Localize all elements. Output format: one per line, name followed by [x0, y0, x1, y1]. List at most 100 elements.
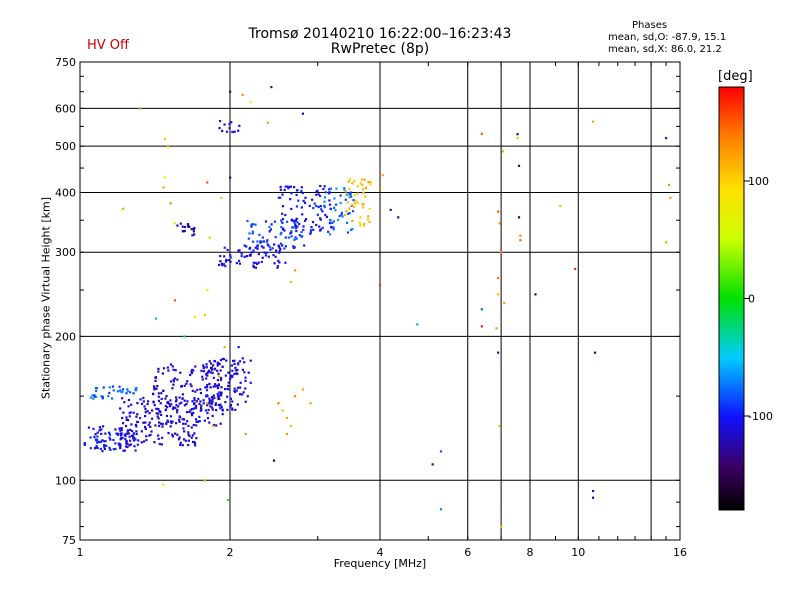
- scatter-point: [344, 198, 347, 201]
- scatter-point: [298, 222, 301, 226]
- scatter-point: [216, 386, 220, 390]
- plot-grid: [80, 62, 680, 540]
- scatter-point: [295, 237, 298, 240]
- scatter-point: [229, 176, 232, 179]
- scatter-point: [119, 432, 123, 435]
- scatter-point: [136, 443, 139, 446]
- scatter-point: [146, 400, 150, 403]
- scatter-point: [94, 389, 98, 393]
- scatter-point: [229, 375, 232, 378]
- scatter-point: [275, 249, 278, 252]
- scatter-point: [517, 164, 521, 167]
- scatter-point: [187, 444, 190, 447]
- scatter-point: [496, 210, 500, 213]
- scatter-point: [352, 199, 355, 202]
- scatter-point: [281, 228, 285, 231]
- scatter-point: [221, 409, 224, 412]
- scatter-point: [211, 406, 214, 409]
- scatter-point: [174, 369, 177, 372]
- scatter-point: [202, 366, 206, 369]
- scatter-point: [379, 187, 382, 190]
- scatter-point: [144, 415, 147, 418]
- scatter-point: [206, 411, 209, 415]
- scatter-point: [353, 194, 356, 197]
- scatter-point: [144, 421, 147, 424]
- scatter-point: [152, 400, 155, 403]
- scatter-point: [256, 240, 259, 243]
- scatter-point: [118, 385, 121, 388]
- scatter-point: [192, 423, 195, 427]
- scatter-point: [254, 246, 257, 249]
- scatter-point: [281, 205, 285, 208]
- scatter-point: [190, 412, 193, 415]
- scatter-point: [96, 431, 99, 434]
- scatter-point: [301, 388, 305, 391]
- scatter-point: [93, 435, 96, 438]
- scatter-point: [243, 244, 246, 247]
- scatter-point: [293, 185, 296, 189]
- scatter-point: [157, 395, 160, 398]
- scatter-point: [115, 432, 118, 435]
- scatter-point: [147, 423, 150, 427]
- scatter-point: [439, 450, 443, 453]
- scatter-point: [283, 188, 286, 192]
- scatter-point: [228, 122, 231, 126]
- scatter-point: [290, 230, 293, 233]
- scatter-point: [201, 378, 204, 381]
- scatter-point: [187, 224, 190, 228]
- scatter-point: [107, 431, 111, 434]
- scatter-point: [501, 150, 504, 153]
- scatter-point: [111, 397, 114, 400]
- scatter-point: [213, 368, 216, 371]
- scatter-point: [172, 380, 176, 383]
- scatter-point: [591, 496, 595, 499]
- scatter-point: [389, 208, 392, 212]
- scatter-point: [89, 396, 92, 399]
- scatter-point: [293, 238, 296, 241]
- scatter-point: [99, 447, 102, 451]
- scatter-point: [229, 377, 232, 381]
- scatter-point: [256, 262, 259, 266]
- scatter-point: [281, 212, 284, 215]
- scatter-point: [328, 191, 331, 194]
- scatter-point: [312, 206, 315, 210]
- y-tick-label: 300: [55, 246, 76, 259]
- scatter-point: [174, 396, 178, 399]
- scatter-point: [157, 367, 160, 371]
- scatter-point: [242, 391, 245, 394]
- scatter-point: [347, 180, 350, 183]
- scatter-point: [187, 431, 190, 434]
- scatter-point: [329, 219, 332, 222]
- scatter-point: [98, 429, 101, 432]
- scatter-point: [129, 428, 132, 431]
- scatter-point: [154, 317, 158, 320]
- scatter-point: [128, 435, 131, 438]
- scatter-point: [218, 263, 221, 267]
- scatter-point: [216, 369, 219, 372]
- colorbar: [718, 86, 745, 511]
- scatter-point: [200, 369, 203, 372]
- scatter-point: [323, 196, 327, 199]
- scatter-point: [123, 449, 126, 452]
- scatter-point: [192, 407, 195, 410]
- scatter-point: [277, 244, 280, 247]
- scatter-point: [221, 365, 224, 369]
- scatter-point: [136, 413, 139, 416]
- scatter-point: [225, 130, 229, 133]
- scatter-point: [210, 401, 213, 404]
- scatter-point: [155, 407, 158, 410]
- scatter-point: [236, 403, 239, 406]
- scatter-point: [231, 400, 234, 403]
- scatter-point: [179, 222, 182, 225]
- scatter-point: [181, 444, 184, 447]
- scatter-point: [206, 181, 209, 184]
- scatter-point: [179, 443, 182, 447]
- scatter-point: [223, 123, 226, 126]
- scatter-point: [191, 234, 194, 237]
- scatter-point: [329, 207, 332, 210]
- scatter-point: [231, 369, 234, 372]
- scatter-point: [178, 420, 181, 423]
- scatter-point: [190, 384, 193, 388]
- scatter-point: [248, 232, 251, 235]
- scatter-point: [118, 444, 121, 447]
